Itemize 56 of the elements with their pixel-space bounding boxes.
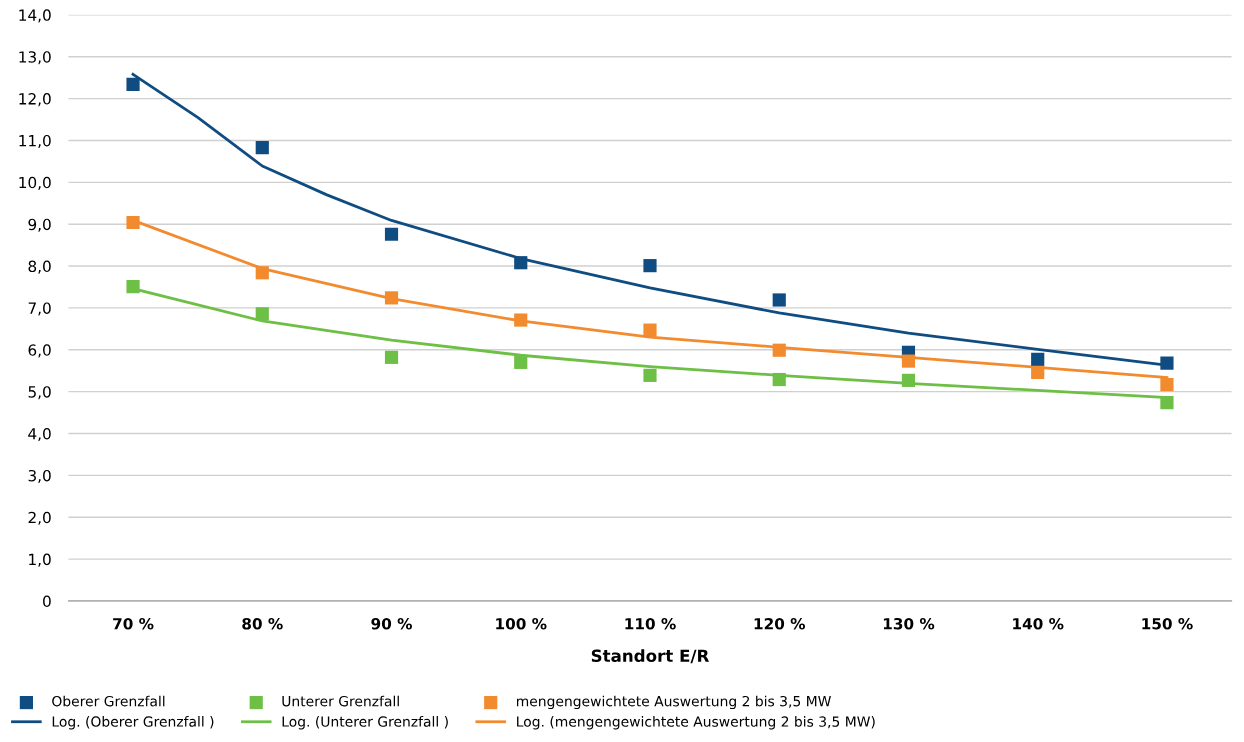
legend-label: Log. (Oberer Grenzfall ) xyxy=(52,716,214,730)
legend-label: Oberer Grenzfall xyxy=(52,695,165,707)
point xyxy=(643,323,657,337)
x-tick-label: 80 % xyxy=(242,617,283,630)
y-tick-label: 3,0 xyxy=(28,469,51,483)
point xyxy=(772,372,786,387)
y-tick-label: 6,0 xyxy=(28,344,51,358)
y-tick-label: 5,0 xyxy=(28,386,51,400)
y-tick-label: 11,0 xyxy=(19,134,51,149)
point xyxy=(514,355,528,369)
point xyxy=(772,343,786,357)
point xyxy=(772,293,786,307)
x-tick-label: 130 % xyxy=(883,617,935,630)
point xyxy=(384,350,399,364)
point xyxy=(126,77,140,91)
point xyxy=(1031,352,1045,367)
point xyxy=(1160,377,1174,392)
y-tick-label: 8,0 xyxy=(28,260,51,274)
point xyxy=(1031,365,1045,379)
legend-label: mengengewichtete Auswertung 2 bis 3,5 MW xyxy=(516,695,831,710)
x-tick-label: 100 % xyxy=(496,617,547,630)
point xyxy=(255,266,269,280)
point xyxy=(384,291,399,305)
point xyxy=(901,373,916,387)
legend-label: Log. (Unterer Grenzfall ) xyxy=(282,716,448,730)
x-tick-label: 150 % xyxy=(1142,617,1193,630)
point xyxy=(901,354,916,368)
point xyxy=(514,313,528,327)
y-tick-label: 9,0 xyxy=(28,218,51,232)
point xyxy=(126,215,140,230)
y-tick-label: 7,0 xyxy=(28,302,51,316)
x-tick-label: 90 % xyxy=(371,617,412,630)
y-tick-label: 14,0 xyxy=(19,9,51,23)
x-tick-label: 120 % xyxy=(754,617,805,630)
x-tick-label: 70 % xyxy=(113,617,154,630)
y-tick-label: 12,0 xyxy=(19,93,51,107)
y-tick-label: 2,0 xyxy=(28,511,51,525)
y-tick-label: 4,0 xyxy=(28,428,51,442)
point xyxy=(514,256,528,270)
x-axis-title: Standort E/R xyxy=(591,649,710,664)
point xyxy=(1160,356,1174,370)
point xyxy=(255,140,269,155)
point xyxy=(1160,395,1174,410)
y-tick-label: 1,0 xyxy=(29,553,51,567)
x-tick-label: 110 % xyxy=(625,617,676,630)
y-tick-label: 13,0 xyxy=(19,51,51,65)
point xyxy=(255,307,269,321)
point xyxy=(384,227,399,241)
y-tick-label: 0 xyxy=(43,595,51,608)
point xyxy=(643,259,657,273)
legend-label: Unterer Grenzfall xyxy=(282,695,399,707)
y-tick-label: 10,0 xyxy=(19,176,51,190)
x-tick-label: 140 % xyxy=(1013,617,1064,630)
point xyxy=(126,279,140,294)
point xyxy=(643,368,657,382)
legend-label: Log. (mengengewichtete Auswertung 2 bis 3,5 MW) xyxy=(517,716,875,730)
